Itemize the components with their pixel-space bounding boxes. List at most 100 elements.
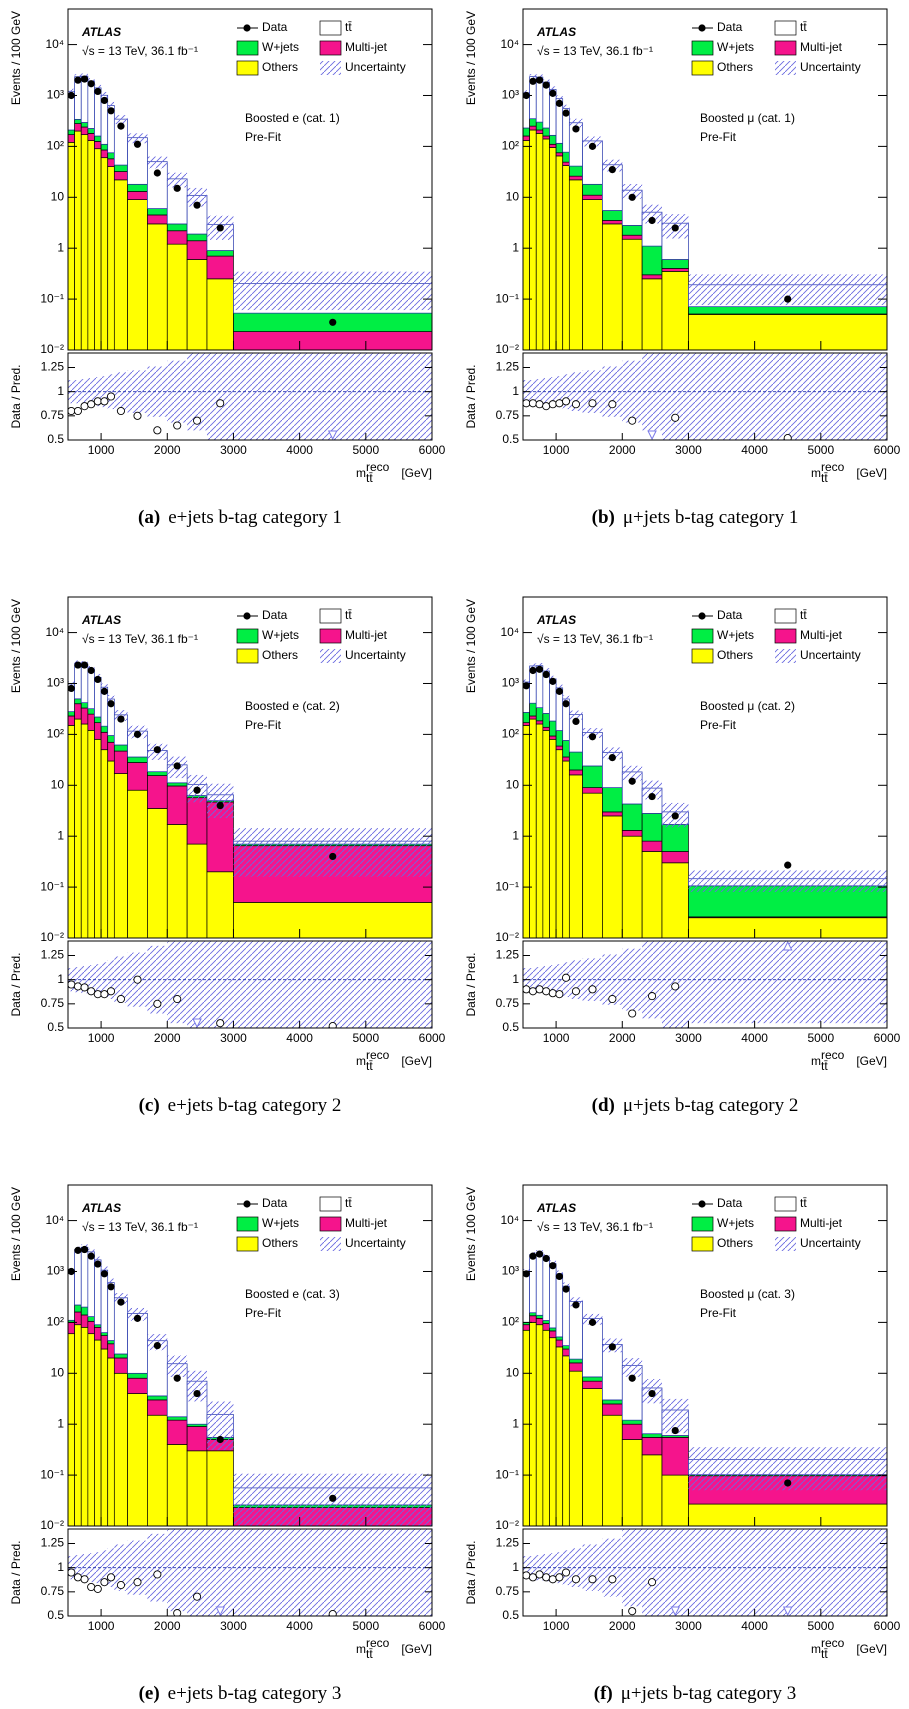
stack-segment <box>542 127 550 137</box>
y-tick-label: 10² <box>47 1315 64 1329</box>
caption-label: (c) <box>139 1095 160 1116</box>
data-point <box>329 318 337 326</box>
stack-segment <box>621 830 643 837</box>
x-tick-label: 2000 <box>609 1031 636 1045</box>
legend-swatch <box>236 628 259 644</box>
stack-segment <box>568 179 583 350</box>
ratio-axis-label: Data / Pred. <box>464 952 478 1016</box>
data-point <box>648 216 656 225</box>
legend-label: Others <box>262 1236 298 1250</box>
ratio-axis-label: Data / Pred. <box>464 1540 478 1604</box>
stack-segment <box>529 1312 537 1317</box>
panel: 10⁻² 10⁻¹ 1 10 10² 10³ 10⁴ 0.5 0.75 1 1.25 1000 2000… <box>464 596 901 1116</box>
x-axis-label-sub: tt̄ <box>366 471 373 485</box>
ratio-uncertainty-band <box>187 1529 207 1616</box>
x-axis-label: m <box>811 1054 821 1068</box>
uncertainty-band <box>167 172 188 188</box>
legend-swatch <box>774 1196 797 1212</box>
stack-segment <box>127 183 148 192</box>
data-point <box>173 184 181 192</box>
stack-segment <box>94 676 102 718</box>
ratio-y-tick-label: 1 <box>512 1560 519 1574</box>
stack-segment <box>100 157 109 350</box>
uncertainty-band <box>582 728 603 738</box>
x-tick-label: 6000 <box>874 1031 901 1045</box>
stack-segment <box>621 234 643 240</box>
ratio-uncertainty-band <box>233 353 432 440</box>
stack-segment <box>641 813 663 842</box>
ratio-plot <box>523 941 887 1028</box>
stack-segment <box>166 230 188 245</box>
stack-segment <box>555 1339 564 1348</box>
legend-marker <box>698 24 706 32</box>
ratio-y-tick-label: 0.75 <box>41 1584 65 1598</box>
stack-segment <box>80 1246 89 1308</box>
stack-segment <box>562 1345 570 1350</box>
stack-segment <box>529 125 537 131</box>
stack-segment <box>166 785 188 825</box>
ratio-point <box>548 1575 557 1584</box>
uncertainty-band <box>107 1278 115 1288</box>
stack-segment <box>147 161 168 209</box>
main-frame <box>67 8 433 351</box>
ratio-plot <box>68 1529 432 1616</box>
legend-label: Uncertainty <box>345 648 406 662</box>
ratio-frame <box>67 940 433 1029</box>
caption: (b) μ+jets b-tag category 1 <box>592 507 799 528</box>
ratio-uncertainty-band <box>206 1529 234 1616</box>
ratio-point <box>548 400 557 409</box>
legend-swatch <box>319 1216 342 1232</box>
stack-segment <box>87 140 95 350</box>
legend-swatch <box>691 60 714 76</box>
region-label: Boosted e (cat. 3) <box>245 1287 340 1301</box>
ratio-uncertainty-band <box>622 360 643 423</box>
ratio-point <box>671 982 680 991</box>
uncertainty-band <box>147 156 168 169</box>
caption: (a) e+jets b-tag category 1 <box>138 507 342 528</box>
ratio-point <box>173 994 182 1004</box>
stack-segment <box>87 133 95 141</box>
ratio-point <box>73 1573 82 1582</box>
y-tick-label: 10⁻² <box>495 930 519 944</box>
data-point <box>562 109 570 117</box>
ratio-point <box>523 399 531 408</box>
data-point <box>542 670 550 679</box>
fit-stage-label: Pre-Fit <box>700 718 737 732</box>
y-tick-label: 10⁻² <box>495 1518 519 1532</box>
data-point <box>529 666 537 675</box>
fit-stage-label: Pre-Fit <box>700 1306 737 1320</box>
ratio-point <box>87 400 96 409</box>
fit-stage-label: Pre-Fit <box>700 130 737 144</box>
y-tick-label: 10⁻¹ <box>495 291 519 305</box>
ratio-axis-label: Data / Pred. <box>464 364 478 428</box>
stack-segment <box>80 1314 89 1328</box>
y-tick-label: 10 <box>506 777 520 791</box>
legend-swatch <box>691 628 714 644</box>
stack-segment <box>602 1403 623 1416</box>
caption-text: e+jets b-tag category 1 <box>168 507 342 528</box>
x-tick-label: 4000 <box>741 1619 768 1633</box>
legend-swatch <box>775 649 796 663</box>
data-point <box>80 661 89 669</box>
stack-segment <box>602 815 623 938</box>
legend-marker <box>698 612 706 620</box>
ratio-uncertainty-band <box>529 968 537 992</box>
caption-text: e+jets b-tag category 2 <box>168 1095 342 1116</box>
stack-segment <box>147 208 168 216</box>
stack-segment <box>549 720 557 737</box>
caption-text: μ+jets b-tag category 1 <box>623 507 798 528</box>
x-tick-label: 3000 <box>675 1031 702 1045</box>
main-frame <box>67 1184 433 1527</box>
stack-segment <box>147 1395 168 1401</box>
data-point <box>572 125 580 133</box>
stack-segment <box>94 1324 102 1328</box>
main-plot <box>523 1250 887 1526</box>
stack-segment <box>87 80 95 129</box>
ratio-point <box>93 1584 102 1593</box>
legend-swatch <box>775 1237 796 1251</box>
ratio-arrow <box>782 940 793 951</box>
y-tick-label: 10² <box>502 727 519 741</box>
data-point <box>628 193 636 201</box>
stack-segment <box>529 1315 537 1323</box>
uncertainty-band <box>569 710 583 720</box>
